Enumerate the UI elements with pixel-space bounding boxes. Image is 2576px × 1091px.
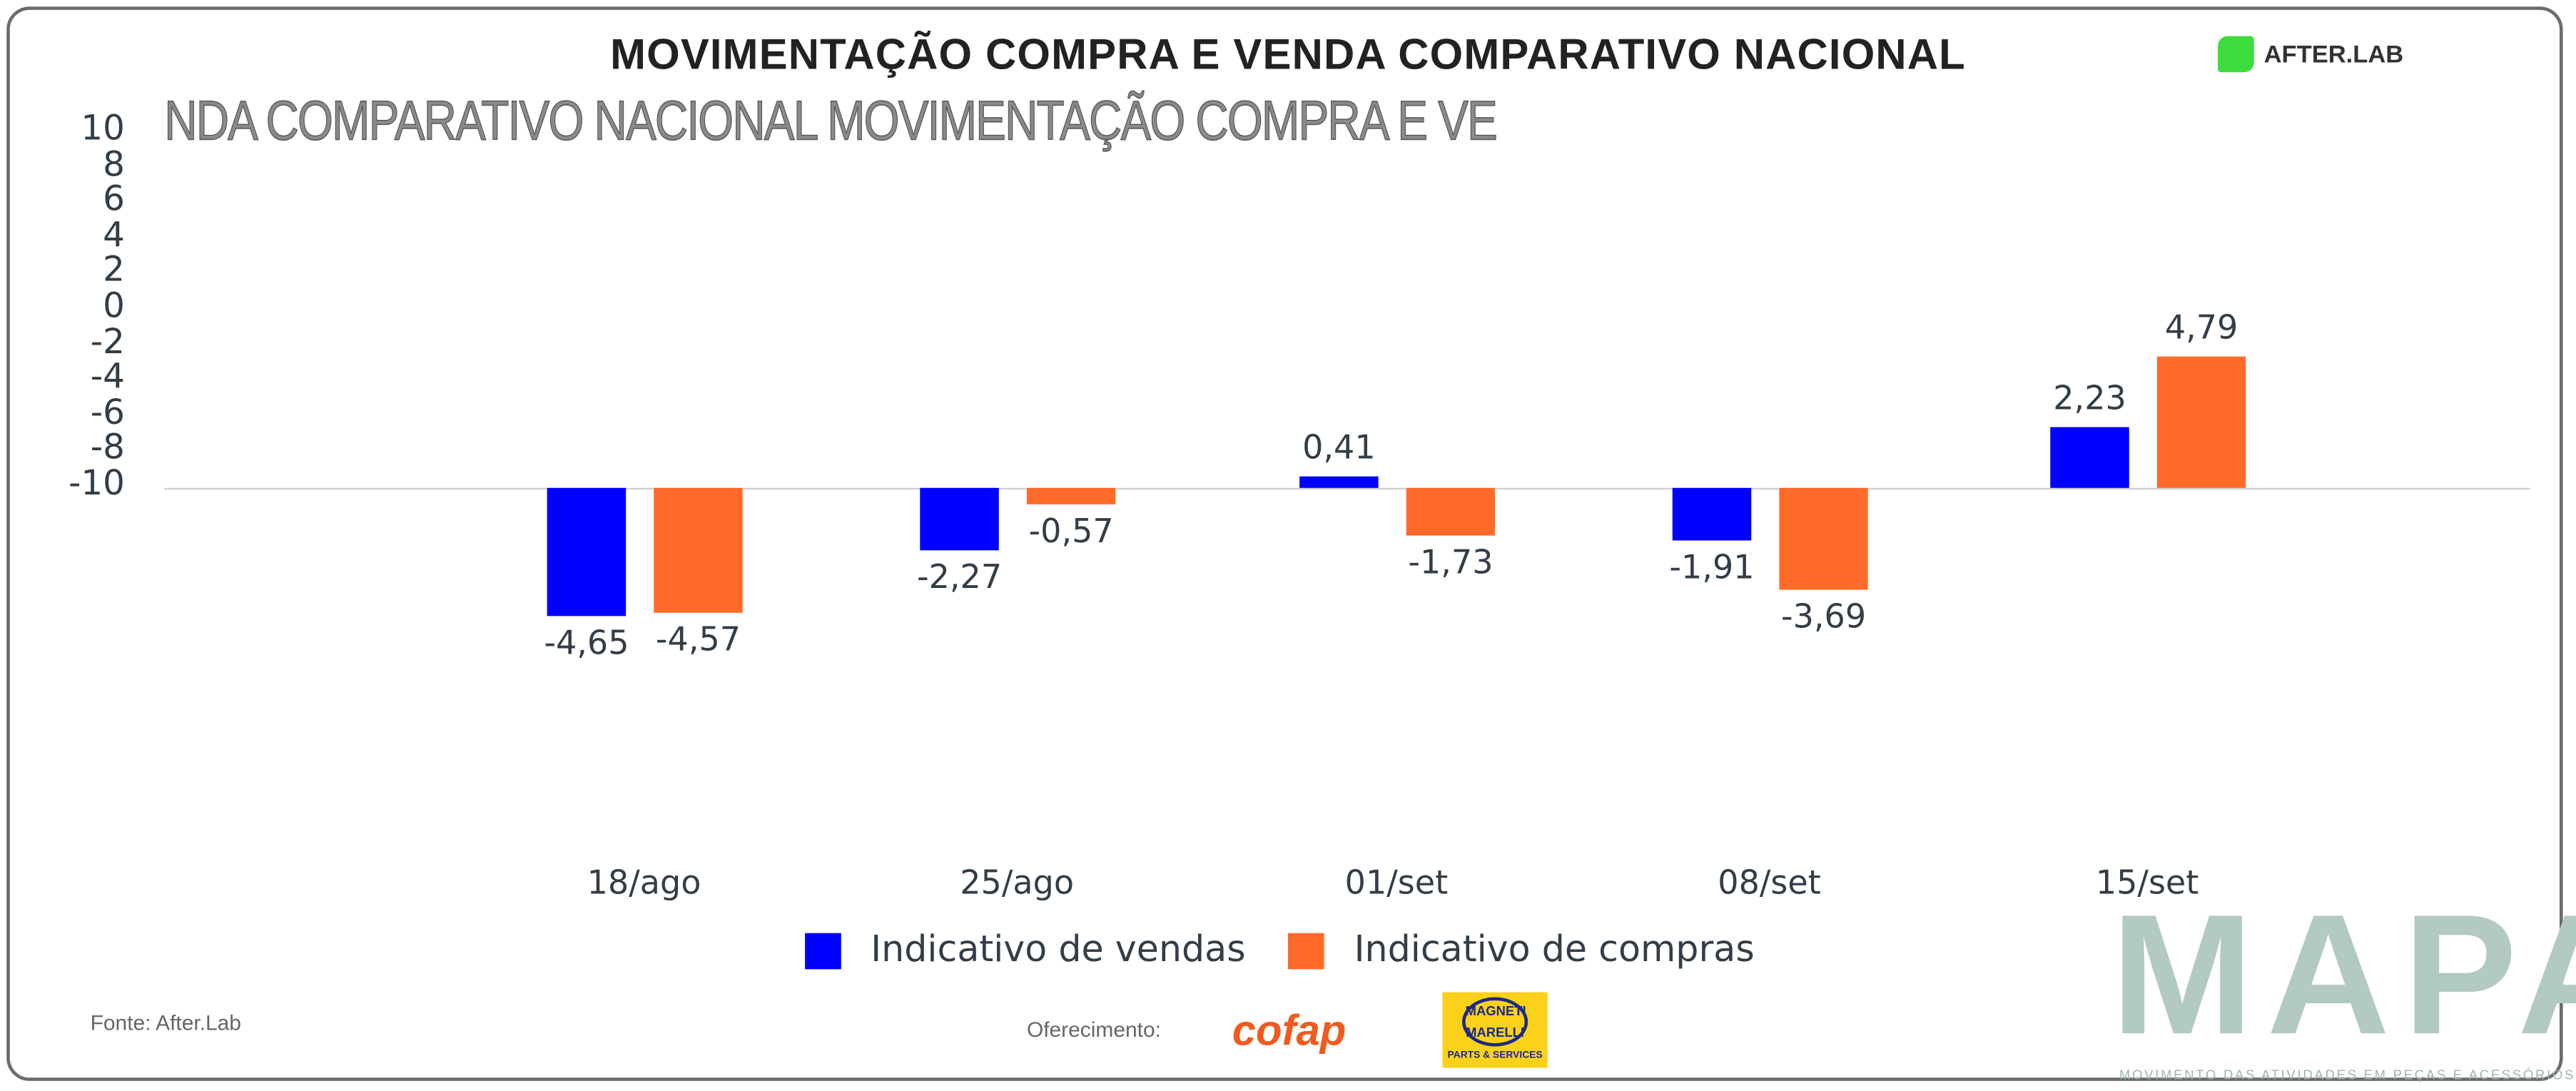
bar-vendas [547,487,627,616]
y-tick-label: 4 [103,215,125,255]
chart-title: MOVIMENTAÇÃO COMPRA E VENDA COMPARATIVO … [610,29,1966,79]
bar-compras [2156,356,2246,488]
y-tick-label: 0 [103,285,125,325]
y-tick-label: 6 [103,179,125,219]
y-tick-label: 10 [81,108,125,148]
legend: Indicativo de vendas Indicativo de compr… [805,930,1797,971]
x-tick-label: 15/set [2095,862,2199,902]
data-label: -1,73 [1408,542,1494,582]
legend-label-vendas: Indicativo de vendas [871,930,1246,971]
cofap-logo: cofap [1232,1005,1347,1055]
data-label: 2,23 [2053,377,2126,417]
bar-compras [1026,487,1116,504]
y-tick-label: -6 [90,392,125,432]
card-frame [6,6,2563,1081]
sponsor-label: Oferecimento: [1026,1017,1161,1042]
y-tick-label: 8 [103,143,125,183]
bar-compras [654,487,743,614]
data-label: -4,65 [544,621,629,661]
zero-line [164,487,2530,490]
x-tick-label: 18/ago [587,862,701,902]
y-tick-label: -8 [90,427,125,467]
bar-compras [1406,487,1496,536]
magneti-marelli-logo: MAGNETI MARELLI PARTS & SERVICES [1442,992,1548,1068]
data-label: 0,41 [1302,427,1376,467]
mapa-logo: MAPA [2111,881,2576,1072]
bar-compras [1779,487,1868,589]
bar-vendas [1672,487,1752,541]
y-tick-label: -2 [90,321,125,361]
legend-swatch-vendas [805,932,841,969]
x-tick-label: 08/set [1718,862,1821,902]
data-label: -4,57 [655,619,741,659]
data-label: -2,27 [916,557,1003,597]
data-label: 4,79 [2164,307,2238,347]
data-label: -1,91 [1669,547,1755,587]
data-label: -0,57 [1028,509,1114,550]
y-tick-label: -10 [68,463,125,503]
ghost-title-artifact: NDA COMPARATIVO NACIONAL MOVIMENTAÇÃO CO… [164,90,1499,153]
mapa-subtitle: MOVIMENTO DAS ATIVIDADES EM PEÇAS E ACES… [2119,1067,2576,1083]
mm-line1: MAGNETI [1465,1003,1526,1019]
legend-item-vendas: Indicativo de vendas [805,930,1246,971]
y-tick-label: 2 [103,250,125,290]
legend-swatch-compras [1288,932,1325,969]
legend-item-compras: Indicativo de compras [1288,930,1755,971]
bar-vendas [920,487,999,551]
afterlab-mark-icon [2218,36,2254,73]
bar-vendas [1299,476,1379,488]
mm-sub: PARTS & SERVICES [1447,1051,1543,1062]
legend-label-compras: Indicativo de compras [1354,930,1755,971]
y-tick-label: -4 [90,357,125,397]
source-note: Fonte: After.Lab [90,1010,241,1035]
afterlab-logo: AFTER.LAB [2218,36,2403,73]
afterlab-text: AFTER.LAB [2263,40,2404,68]
data-label: -3,69 [1780,595,1867,636]
x-tick-label: 01/set [1344,862,1449,902]
mm-line2: MARELLI [1466,1025,1525,1040]
x-tick-label: 25/ago [960,862,1074,902]
bar-vendas [2050,427,2129,488]
